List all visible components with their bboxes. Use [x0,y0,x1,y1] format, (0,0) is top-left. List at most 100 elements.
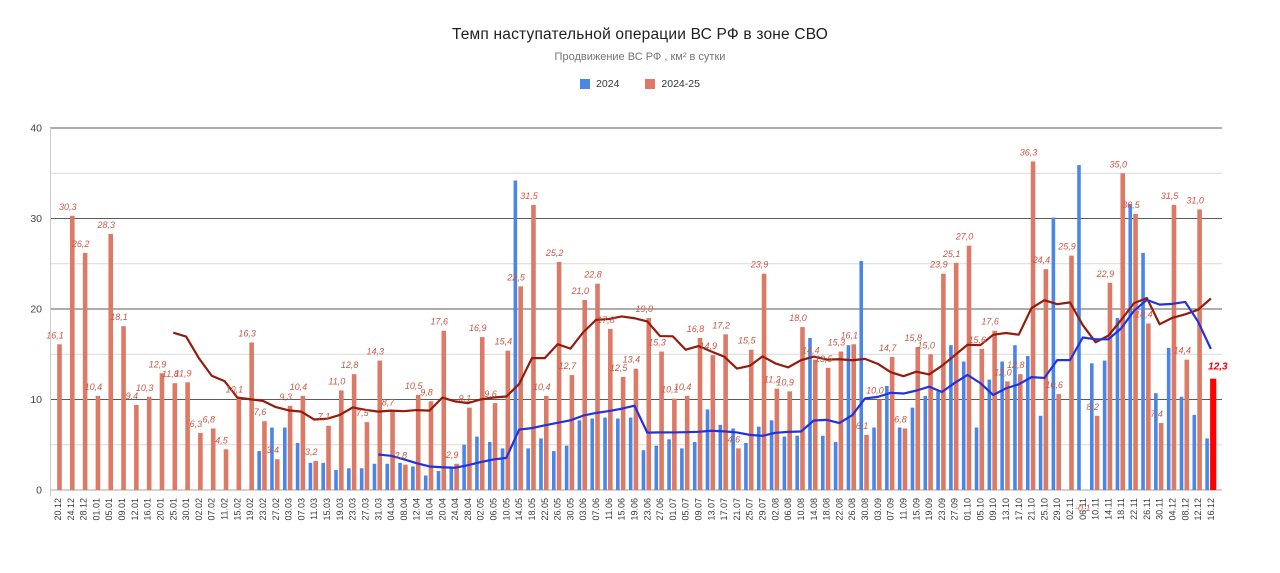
bar-2024[interactable] [897,427,902,490]
bar-2024[interactable] [1141,252,1145,490]
bar-2024-25[interactable] [646,318,652,490]
bar-2024-25[interactable] [441,330,447,490]
bar-2024-25[interactable] [531,204,536,491]
bar-2024-25[interactable] [121,326,126,490]
bar-2024[interactable] [961,361,966,490]
bar-2024[interactable] [705,409,710,490]
bar-2024-25[interactable] [505,350,511,490]
bar-2024-25[interactable] [1107,282,1113,490]
bar-2024-25[interactable] [108,233,114,490]
bar-2024[interactable] [1090,363,1094,490]
bar-2024[interactable] [513,180,518,491]
bar-2024[interactable] [372,463,377,490]
bar-2024-25[interactable] [300,395,306,490]
bar-2024-25[interactable] [146,396,152,490]
bar-2024[interactable] [1038,415,1043,490]
bar-2024-25[interactable] [672,398,677,490]
bar-2024-25[interactable] [339,390,344,490]
bar-2024[interactable] [1000,361,1004,490]
bar-2024-25[interactable] [1120,173,1126,490]
bar-2024-25[interactable] [95,395,101,490]
bar-2024[interactable] [936,391,940,490]
bar-2024[interactable] [692,442,697,490]
bar-2024[interactable] [436,470,441,490]
bar-2024[interactable] [334,470,338,490]
bar-2024[interactable] [1102,360,1107,490]
bar-2024-25[interactable] [1043,269,1049,490]
bar-2024[interactable] [577,420,582,490]
bar-2024[interactable] [282,427,287,490]
bar-2024[interactable] [1192,414,1197,490]
bar-2024-25[interactable] [210,428,216,490]
bar-2024-25[interactable] [262,421,267,490]
bar-2024-25[interactable] [185,382,190,490]
bar-2024[interactable] [744,442,748,490]
bar-2024-25[interactable] [979,348,985,490]
legend-item-2024-25[interactable]: 2024-25 [645,78,700,90]
bar-2024-25[interactable] [608,328,613,490]
bar-2024-25[interactable] [1197,209,1202,490]
bar-2024-25[interactable] [877,399,882,491]
bar-2024-25[interactable] [313,461,318,490]
bar-2024-25[interactable] [595,283,600,490]
bar-2024-25[interactable] [915,347,921,490]
bar-2024[interactable] [885,385,889,490]
bar-2024-25[interactable] [326,425,331,490]
bar-2024-25[interactable] [748,349,754,490]
bar-2024[interactable] [821,435,825,490]
bar-2024-25[interactable] [889,356,895,490]
bar-2024[interactable] [1179,396,1184,490]
bar-2024[interactable] [321,462,326,490]
bar-2024[interactable] [1115,318,1120,490]
bar-2024-25[interactable] [236,398,242,490]
bar-2024[interactable] [859,261,864,490]
bar-2024[interactable] [1077,165,1081,491]
bar-2024[interactable] [423,475,428,490]
bar-2024[interactable] [756,426,761,490]
bar-2024-25[interactable] [1146,323,1151,490]
bar-2024[interactable] [923,395,928,490]
bar-2024-25[interactable] [351,374,357,490]
bar-2024[interactable] [974,427,979,490]
bar-2024[interactable] [654,445,659,490]
bar-2024-25[interactable] [198,432,203,490]
bar-2024[interactable] [487,442,492,490]
bar-2024[interactable] [1154,393,1158,490]
bar-2024-25[interactable] [723,334,728,490]
bar-2024-25[interactable] [1133,213,1138,490]
bar-2024[interactable] [462,444,466,490]
bar-2024[interactable] [1025,356,1030,490]
bar-2024[interactable] [590,418,595,490]
bar-2024[interactable] [308,462,313,490]
bar-2024-25[interactable] [825,367,831,490]
bar-2024[interactable] [551,451,556,490]
bar-2024[interactable] [833,442,838,490]
bar-2024-25[interactable] [479,337,485,490]
bar-2024[interactable] [1013,345,1017,490]
bar-2024-25[interactable] [1017,374,1023,490]
bar-2024[interactable] [1051,217,1056,490]
bar-2024-25[interactable] [928,354,933,490]
bar-2024[interactable] [680,448,684,490]
bar-2024-25[interactable] [800,327,805,490]
bar-2024-25[interactable] [659,351,664,490]
bar-2024[interactable] [385,463,390,490]
bar-2024-25-current[interactable] [1210,378,1217,490]
bar-2024-25[interactable] [710,355,716,490]
bar-2024[interactable] [411,466,415,490]
bar-2024[interactable] [257,451,261,490]
bar-2024-25[interactable] [57,344,62,490]
bar-2024-25[interactable] [518,286,523,490]
bar-2024[interactable] [359,468,364,490]
bar-2024-25[interactable] [454,463,459,490]
bar-2024[interactable] [718,424,723,490]
bar-2024-25[interactable] [736,448,741,490]
bar-2024[interactable] [449,467,454,490]
bar-2024[interactable] [641,450,646,490]
bar-2024-25[interactable] [1030,161,1036,491]
bar-2024-25[interactable] [556,261,562,490]
bar-2024[interactable] [910,407,915,490]
bar-2024[interactable] [295,442,300,490]
bar-2024-25[interactable] [902,428,908,490]
bar-2024-25[interactable] [787,391,792,490]
